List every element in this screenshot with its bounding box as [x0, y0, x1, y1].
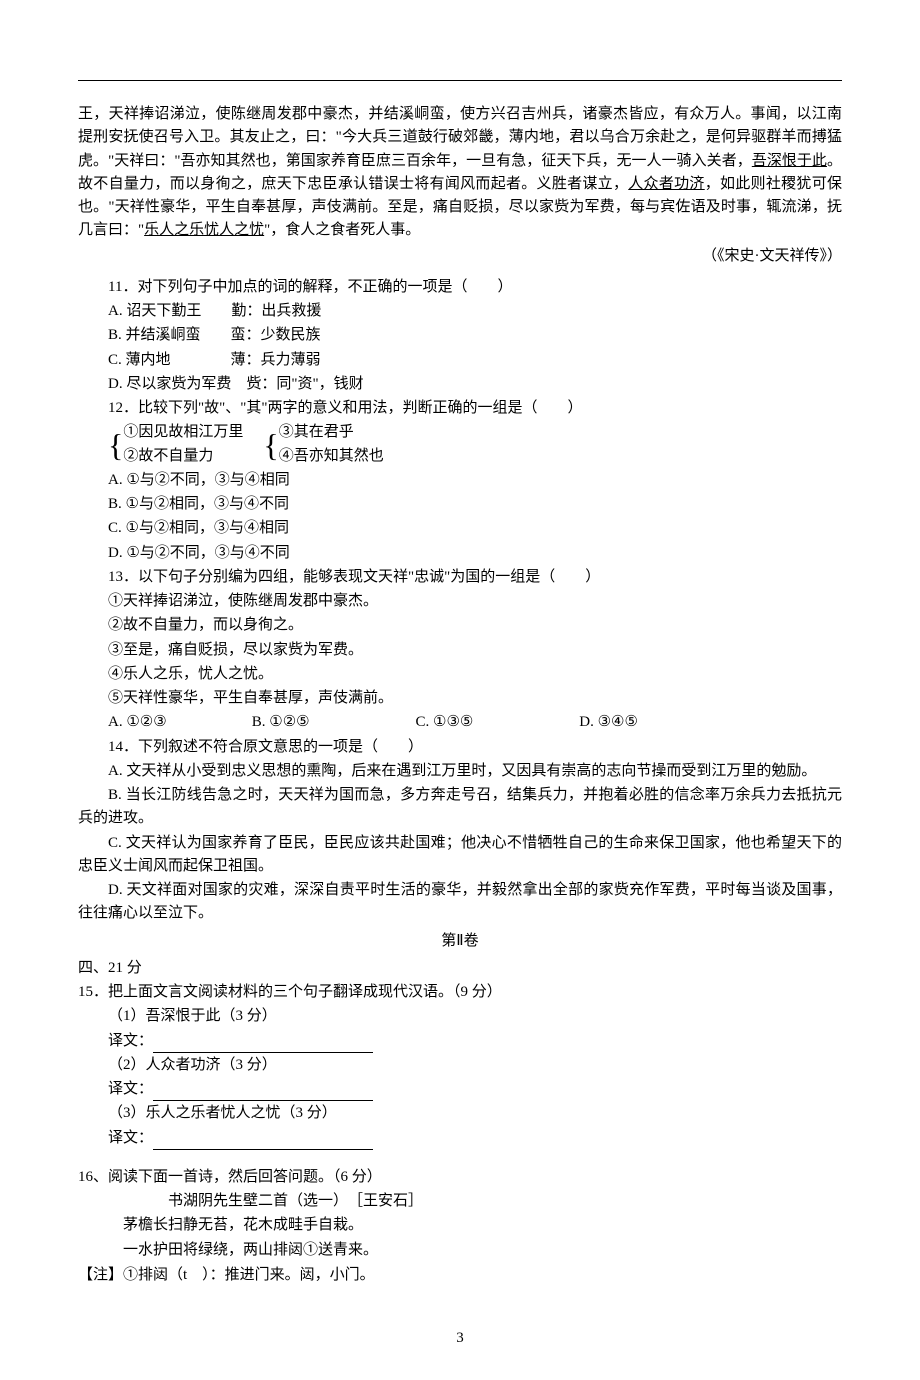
q15-ans3-label: 译文：: [108, 1130, 153, 1146]
passage-u3: 乐人之乐忧人之忧: [144, 222, 264, 238]
blank-1: [153, 1036, 373, 1053]
brace-left-2: {: [263, 421, 278, 468]
sec4-title: 四、21 分: [78, 957, 842, 980]
q14-c: C. 文天祥认为国家养育了臣民，臣民应该共赴国难；他决心不惜牺牲自己的生命来保卫…: [78, 835, 842, 874]
q12-d: D. ①与②不同，③与④不同: [78, 542, 842, 565]
q14-a: A. 文天祥从小受到忠义思想的熏陶，后来在遇到江万里时，又因具有崇高的志向节操而…: [108, 763, 816, 779]
section2-title: 第Ⅱ卷: [78, 930, 842, 953]
q13-s1: ①天祥捧诏涕泣，使陈继周发郡中豪杰。: [78, 590, 842, 613]
q13-options: A. ①②③ B. ①②⑤ C. ①③⑤ D. ③④⑤: [78, 711, 842, 734]
passage-u1: 吾深恨于此: [752, 153, 827, 169]
q11-a: A. 诏天下勤王 勤：出兵救援: [78, 300, 842, 323]
q15-s1: （1）吾深恨于此（3 分）: [78, 1005, 842, 1028]
q13-d: D. ③④⑤: [579, 711, 638, 734]
q12-group2: { ③其在君乎 ④吾亦知其然也: [263, 421, 383, 468]
page-number: 3: [78, 1327, 842, 1350]
q14-c-wrap: C. 文天祥认为国家养育了臣民，臣民应该共赴国难；他决心不惜牺牲自己的生命来保卫…: [78, 832, 842, 879]
q15-ans2-label: 译文：: [108, 1081, 153, 1097]
q13-b: B. ①②⑤: [252, 711, 412, 734]
q14-b: B. 当长江防线告急之时，天天祥为国而急，多方奔走号召，结集兵力，并抱着必胜的信…: [78, 787, 842, 826]
q13-s2: ②故不自量力，而以身徇之。: [78, 614, 842, 637]
q14-a-wrap: A. 文天祥从小受到忠义思想的熏陶，后来在遇到江万里时，又因具有崇高的志向节操而…: [78, 760, 842, 783]
q15-ans3: 译文：: [78, 1127, 842, 1150]
q11-stem: 11．对下列句子中加点的词的解释，不正确的一项是（ ）: [78, 276, 842, 299]
q15-ans2: 译文：: [78, 1078, 842, 1101]
q12-b: B. ①与②相同，③与④不同: [78, 493, 842, 516]
passage-post: "，食人之食者死人事。: [264, 222, 420, 238]
q11-d: D. 尽以家赀为军费 赀：同"资"，钱财: [78, 373, 842, 396]
q16-stem: 16、阅读下面一首诗，然后回答问题。（6 分）: [78, 1166, 842, 1189]
q13-s4: ④乐人之乐，忧人之忧。: [78, 663, 842, 686]
q12-a: A. ①与②不同，③与④相同: [78, 469, 842, 492]
q14-d: D. 天文祥面对国家的灾难，深深自责平时生活的豪华，并毅然拿出全部的家赀充作军费…: [78, 882, 842, 921]
q16-l2: 一水护田将绿绕，两山排闼①送青来。: [78, 1239, 842, 1262]
q16-note: 【注】①排闼（t ）：推进门来。闼，小门。: [78, 1264, 842, 1287]
q12-stem: 12．比较下列"故"、"其"两字的意义和用法，判断正确的一组是（ ）: [78, 397, 842, 420]
q12-g1b: ②故不自量力: [123, 445, 243, 468]
q15-ans1: 译文：: [78, 1030, 842, 1053]
q15-ans1-label: 译文：: [108, 1033, 153, 1049]
q12-c: C. ①与②相同，③与④相同: [78, 517, 842, 540]
blank-3: [153, 1133, 373, 1150]
q15-s3: （3）乐人之乐者忧人之忧（3 分）: [78, 1102, 842, 1125]
spacer: [78, 1151, 842, 1165]
passage-u2: 人众者功济: [628, 176, 704, 192]
passage-pre: 王，天祥捧诏涕泣，使陈继周发郡中豪杰，并结溪峒蛮，使方兴召吉州兵，诸豪杰皆应，有…: [78, 106, 842, 169]
blank-2: [153, 1085, 373, 1102]
q13-s3: ③至是，痛自贬损，尽以家赀为军费。: [78, 639, 842, 662]
q12-g2a: ③其在君乎: [279, 421, 384, 444]
q13-stem: 13．以下句子分别编为四组，能够表现文天祥"忠诚"为国的一组是（ ）: [78, 566, 842, 589]
brace-left-1: {: [108, 421, 123, 468]
top-divider: [78, 80, 842, 81]
q12-group1: { ①因见故相江万里 ②故不自量力: [108, 421, 243, 468]
q11-b: B. 并结溪峒蛮 蛮：少数民族: [78, 324, 842, 347]
q13-s5: ⑤天祥性豪华，平生自奉甚厚，声伎满前。: [78, 687, 842, 710]
q16-l1: 茅檐长扫静无苔，花木成畦手自栽。: [78, 1214, 842, 1237]
q13-c: C. ①③⑤: [416, 711, 576, 734]
q12-brace-row: { ①因见故相江万里 ②故不自量力 { ③其在君乎 ④吾亦知其然也: [78, 421, 842, 468]
q13-a: A. ①②③: [108, 711, 248, 734]
q15-stem: 15．把上面文言文阅读材料的三个句子翻译成现代汉语。（9 分）: [78, 981, 842, 1004]
passage-text: 王，天祥捧诏涕泣，使陈继周发郡中豪杰，并结溪峒蛮，使方兴召吉州兵，诸豪杰皆应，有…: [78, 103, 842, 243]
q16-title: 书湖阴先生壁二首（选一） ［王安石］: [78, 1190, 842, 1213]
q15-s2: （2）人众者功济（3 分）: [78, 1054, 842, 1077]
q14-d-wrap: D. 天文祥面对国家的灾难，深深自责平时生活的豪华，并毅然拿出全部的家赀充作军费…: [78, 879, 842, 926]
passage-source: （《宋史·文天祥传》）: [78, 245, 842, 268]
q14-stem: 14．下列叙述不符合原文意思的一项是（ ）: [78, 736, 842, 759]
q14-b-wrap: B. 当长江防线告急之时，天天祥为国而急，多方奔走号召，结集兵力，并抱着必胜的信…: [78, 784, 842, 831]
q12-g1a: ①因见故相江万里: [123, 421, 243, 444]
q12-g2b: ④吾亦知其然也: [279, 445, 384, 468]
q11-c: C. 薄内地 薄：兵力薄弱: [78, 349, 842, 372]
